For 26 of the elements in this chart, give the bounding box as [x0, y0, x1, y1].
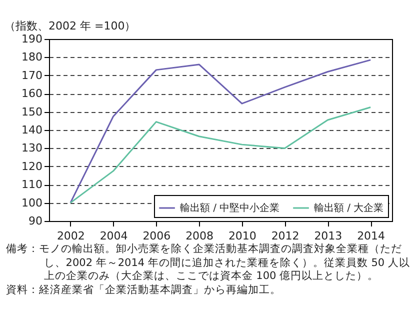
y-axis-title: （指数、2002 年 =100） — [4, 20, 136, 32]
x-tick-label: 2008 — [186, 230, 214, 242]
y-tick-label: 100 — [22, 196, 42, 210]
text: 資料：経済産業省「企業活動基本調査」から再編加工。 — [6, 284, 282, 297]
y-tick-label: 150 — [22, 105, 42, 118]
line-series — [70, 59, 372, 204]
x-tick-label: 2014 — [357, 230, 386, 242]
x-tick-label: 2006 — [142, 230, 171, 242]
x-tick-label: 2012 — [271, 230, 300, 242]
y-tick-label: 130 — [22, 142, 42, 155]
y-tick-label: 170 — [22, 68, 42, 82]
x-tick-label: 2013 — [314, 230, 342, 242]
y-tick-label: 90 — [28, 214, 42, 228]
x-tick-label: 2002 — [56, 230, 85, 242]
y-tick-label: 180 — [22, 50, 42, 64]
legend-label: 輸出額 / 中堅中小企業 — [180, 202, 280, 214]
y-tick-label: 140 — [22, 124, 42, 136]
line-series — [70, 106, 372, 204]
legend-label: 輸出額 / 大企業 — [314, 202, 384, 214]
y-tick-label: 190 — [22, 32, 42, 46]
x-tick-label: 2010 — [228, 230, 256, 242]
y-tick-label: 120 — [22, 160, 42, 173]
y-tick-label: 160 — [22, 87, 42, 100]
x-tick-label: 2004 — [100, 230, 128, 242]
text: 備考：モノの輸出額。卸小売業を除く企業活動基本調査の調査対象全業種（ただし、2002 年～2014 年の間に追加された業種を除く）。従業員数 50 人以上の企業のみ（大企業は、ここでは資本金 100 億円以上とした）。 — [6, 243, 410, 284]
y-tick-label: 110 — [22, 178, 42, 192]
